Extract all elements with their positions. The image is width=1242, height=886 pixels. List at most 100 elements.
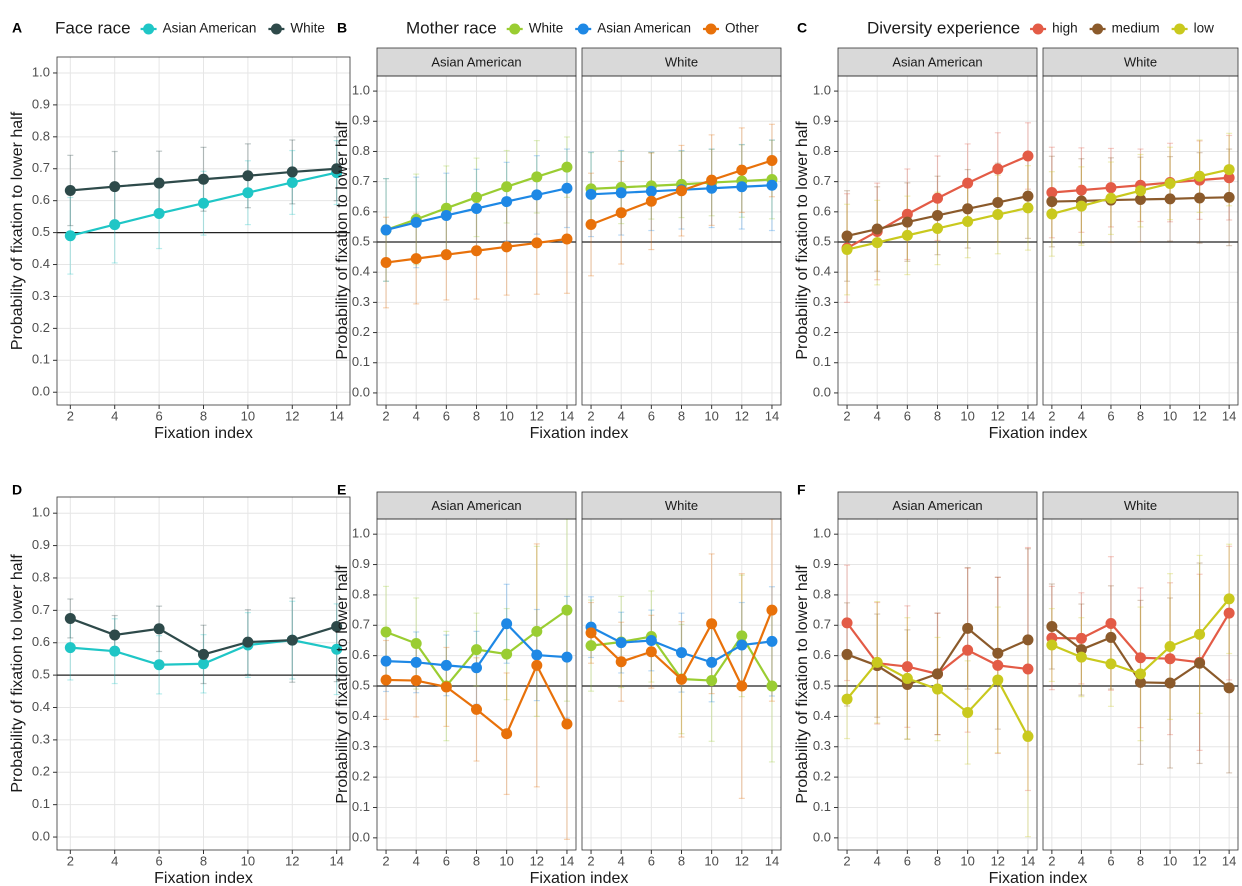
plot-border — [1042, 518, 1239, 851]
x-tick-label: 12 — [530, 853, 544, 868]
data-point — [1164, 677, 1176, 689]
x-tick-label: 10 — [960, 408, 974, 423]
y-tick-label: 1.0 — [32, 64, 50, 79]
data-point — [1022, 634, 1034, 646]
data-point — [962, 177, 974, 189]
data-point — [471, 703, 482, 715]
data-point — [153, 659, 165, 671]
data-point — [962, 203, 974, 215]
plot-border — [581, 518, 782, 851]
x-tick-label: 4 — [111, 853, 118, 868]
data-point — [1046, 187, 1058, 199]
y-tick-label: 0.7 — [813, 617, 831, 632]
panel-letter: F — [797, 482, 806, 498]
data-point — [841, 617, 853, 629]
data-point — [501, 648, 513, 660]
data-point — [440, 681, 452, 693]
data-point — [615, 637, 627, 649]
data-point — [1075, 632, 1087, 644]
y-tick-label: 0.6 — [813, 203, 831, 218]
y-tick-label: 0.6 — [32, 634, 50, 649]
x-tick-label: 6 — [648, 408, 655, 423]
facet-title: White — [1124, 54, 1157, 69]
x-tick-label: 8 — [934, 853, 941, 868]
y-axis-title: Probability of fixation to lower half — [794, 565, 811, 804]
data-point — [501, 241, 513, 253]
plot-border — [376, 518, 577, 851]
data-point — [380, 674, 392, 686]
data-point — [331, 643, 343, 655]
y-tick-label: 1.0 — [352, 83, 370, 98]
y-tick-label: 1.0 — [352, 526, 370, 541]
x-tick-label: 14 — [329, 408, 343, 423]
data-point — [109, 645, 121, 657]
data-point — [1046, 208, 1058, 220]
y-tick-label: 0.1 — [813, 354, 831, 369]
data-point — [561, 651, 573, 663]
data-point — [1223, 682, 1235, 694]
legend-label: high — [1052, 21, 1078, 36]
data-point — [1223, 172, 1235, 184]
x-axis-title: Fixation index — [989, 425, 1088, 442]
data-point — [1046, 620, 1058, 632]
data-point — [64, 230, 76, 242]
data-point — [198, 658, 209, 670]
y-tick-label: 0.3 — [32, 731, 50, 746]
y-tick-label: 0.3 — [813, 294, 831, 309]
y-tick-label: 0.0 — [813, 829, 831, 844]
data-point — [1135, 668, 1146, 680]
x-tick-label: 12 — [1192, 408, 1206, 423]
legend-title: Diversity experience — [867, 18, 1020, 37]
data-point — [992, 209, 1004, 221]
data-point — [676, 673, 687, 685]
data-point — [992, 659, 1004, 671]
data-point — [766, 155, 778, 167]
data-point — [1164, 193, 1176, 205]
panel-letter: B — [337, 20, 347, 36]
x-tick-label: 2 — [843, 408, 850, 423]
facet-title: Asian American — [892, 54, 982, 69]
x-tick-label: 10 — [499, 853, 513, 868]
x-tick-label: 8 — [200, 408, 207, 423]
data-point — [1223, 593, 1235, 605]
data-point — [706, 618, 718, 630]
data-point — [962, 622, 974, 634]
x-tick-label: 14 — [560, 408, 574, 423]
data-point — [471, 245, 482, 257]
x-tick-label: 2 — [382, 853, 389, 868]
data-point — [331, 621, 343, 633]
y-tick-label: 0.4 — [813, 708, 831, 723]
data-point — [380, 655, 392, 667]
x-tick-label: 14 — [1021, 853, 1035, 868]
data-point — [736, 630, 748, 642]
data-point — [1105, 182, 1117, 194]
x-axis-title: Fixation index — [530, 425, 629, 442]
x-tick-label: 12 — [285, 853, 299, 868]
x-tick-label: 4 — [413, 408, 420, 423]
data-point — [440, 209, 452, 221]
x-tick-label: 10 — [499, 408, 513, 423]
y-tick-label: 0.3 — [32, 288, 50, 303]
data-point — [585, 188, 597, 200]
x-tick-label: 8 — [473, 853, 480, 868]
y-tick-label: 0.8 — [813, 586, 831, 601]
data-point — [901, 216, 913, 228]
x-axis-title: Fixation index — [154, 425, 253, 442]
data-point — [615, 187, 627, 199]
data-point — [736, 639, 748, 651]
data-point — [531, 189, 543, 201]
facet-strip — [1042, 491, 1239, 520]
data-point — [410, 675, 422, 687]
y-tick-label: 0.6 — [813, 647, 831, 662]
data-point — [1164, 653, 1176, 665]
data-point — [706, 174, 718, 186]
y-tick-label: 0.7 — [32, 160, 50, 175]
y-axis-title: Probability of fixation to lower half — [9, 554, 26, 793]
x-tick-label: 8 — [934, 408, 941, 423]
data-point — [1046, 196, 1058, 208]
data-point — [736, 181, 748, 193]
facet-strip — [837, 491, 1038, 520]
data-point — [645, 195, 657, 207]
data-point — [766, 179, 778, 191]
y-tick-label: 0.6 — [32, 192, 50, 207]
